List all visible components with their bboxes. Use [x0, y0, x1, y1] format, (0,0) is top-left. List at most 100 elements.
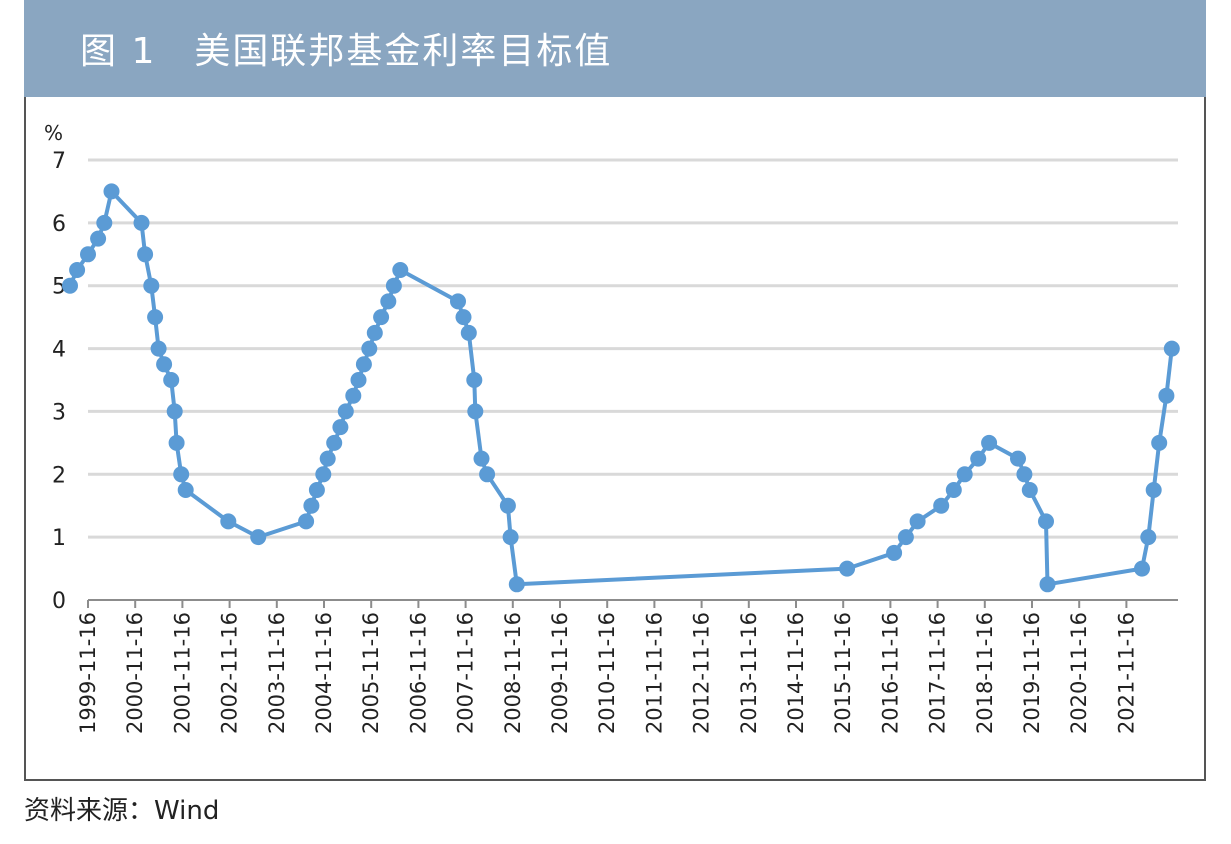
- rate-data-point: [315, 466, 332, 483]
- rate-data-point: [1021, 482, 1038, 498]
- rate-data-point: [970, 450, 987, 467]
- rate-data-point: [467, 403, 484, 420]
- rate-data-point: [168, 434, 185, 451]
- rate-data-point: [1016, 466, 1033, 483]
- figure-title: 图 1 美国联邦基金利率目标值: [80, 31, 613, 72]
- y-tick-label: 7: [52, 149, 66, 174]
- x-tick-label: 2003-11-16: [265, 612, 289, 734]
- rate-data-point: [1151, 434, 1168, 451]
- rate-data-point: [90, 230, 107, 247]
- rate-data-point: [173, 466, 190, 483]
- rate-data-point: [1038, 513, 1054, 530]
- x-tick-label: 2001-11-16: [170, 612, 194, 734]
- rate-data-point: [133, 214, 150, 231]
- x-tick-label: 2012-11-16: [690, 612, 714, 734]
- x-tick-label: 2010-11-16: [595, 612, 619, 734]
- rate-data-point: [909, 513, 926, 530]
- fed-funds-rate-chart: 0 1 2 3 4 5 6 7% 1999-11-16 2000-11-16 2001-11-16 2…: [44, 121, 1180, 734]
- rate-data-point: [479, 466, 496, 483]
- y-axis-unit-label: %: [44, 121, 63, 145]
- rate-data-point: [508, 576, 525, 593]
- x-tick-label: 2004-11-16: [312, 612, 336, 734]
- title-bar: 图 1 美国联邦基金利率目标值: [24, 0, 1206, 97]
- rate-data-point: [220, 513, 237, 530]
- rate-data-point: [450, 293, 466, 310]
- x-tick-label: 2014-11-16: [784, 612, 808, 734]
- rate-data-point: [250, 529, 267, 546]
- x-tick-label: 2013-11-16: [737, 612, 761, 734]
- rate-data-point: [326, 434, 343, 451]
- y-tick-label: 2: [52, 463, 66, 488]
- y-tick-label: 5: [52, 275, 66, 300]
- rate-data-point: [332, 419, 349, 436]
- x-tick-label: 2011-11-16: [642, 612, 666, 734]
- rate-data-point: [96, 214, 113, 231]
- chart-frame: 0 1 2 3 4 5 6 7% 1999-11-16 2000-11-16 2001-11-16 2…: [24, 97, 1206, 781]
- x-tick-label: 2002-11-16: [218, 612, 242, 734]
- rate-data-point: [499, 497, 516, 514]
- rate-data-point: [177, 482, 194, 498]
- rate-data-point: [298, 513, 315, 530]
- rate-data-point: [466, 372, 483, 388]
- y-tick-label: 0: [52, 589, 66, 614]
- rate-data-point: [502, 529, 519, 546]
- rate-data-point: [69, 262, 86, 278]
- rate-data-point: [103, 183, 120, 200]
- rate-data-point: [839, 560, 856, 577]
- x-tick-label: 2006-11-16: [406, 612, 430, 734]
- rate-data-point: [981, 434, 998, 451]
- rate-data-point: [361, 340, 378, 357]
- x-tick-label: 1999-11-16: [76, 612, 100, 734]
- x-tick-label: 2019-11-16: [1020, 612, 1044, 734]
- rate-data-point: [366, 324, 383, 341]
- rate-data-point: [1158, 387, 1175, 404]
- rate-data-point: [956, 466, 973, 483]
- rate-data-point: [897, 529, 914, 546]
- rate-data-point: [455, 309, 472, 326]
- rate-data-point: [886, 544, 903, 561]
- x-tick-label: 2009-11-16: [548, 612, 572, 734]
- rate-data-point: [163, 372, 180, 388]
- rate-data-point: [147, 309, 164, 326]
- rate-data-point: [380, 293, 397, 310]
- y-tick-label: 4: [52, 338, 66, 363]
- x-tick-label: 2015-11-16: [831, 612, 855, 734]
- rate-data-point: [350, 372, 367, 388]
- x-tick-label: 2008-11-16: [501, 612, 525, 734]
- y-tick-label: 6: [52, 212, 66, 237]
- rate-data-point: [1039, 576, 1056, 593]
- rate-data-point: [385, 277, 402, 294]
- y-tick-label: 1: [52, 526, 66, 551]
- x-tick-label: 2021-11-16: [1114, 612, 1138, 734]
- x-tick-label: 2007-11-16: [454, 612, 478, 734]
- rate-data-point: [137, 246, 154, 263]
- rate-data-point: [308, 482, 325, 498]
- rate-data-point: [933, 497, 950, 514]
- x-tick-label: 2017-11-16: [926, 612, 950, 734]
- x-tick-label: 2005-11-16: [359, 612, 383, 734]
- rate-data-point: [945, 482, 962, 498]
- rate-data-point: [1145, 482, 1162, 498]
- rate-data-point: [1163, 340, 1180, 357]
- rate-data-point: [80, 246, 96, 263]
- rate-data-point: [337, 403, 354, 420]
- x-tick-label: 2000-11-16: [123, 612, 147, 734]
- rate-data-point: [473, 450, 490, 467]
- rate-data-point: [1140, 529, 1157, 546]
- x-tick-label: 2018-11-16: [973, 612, 997, 734]
- source-note: 资料来源：Wind: [24, 796, 220, 826]
- rate-data-point: [166, 403, 183, 420]
- rate-data-point: [143, 277, 160, 294]
- x-tick-label: 2020-11-16: [1067, 612, 1091, 734]
- rate-data-point: [355, 356, 372, 373]
- rate-data-point: [150, 340, 167, 357]
- y-tick-label: 3: [52, 400, 66, 425]
- rate-data-point: [1134, 560, 1150, 577]
- x-tick-label: 2016-11-16: [878, 612, 902, 734]
- rate-data-point: [303, 497, 320, 514]
- rate-data-point: [345, 387, 362, 404]
- rate-data-point: [1010, 450, 1026, 467]
- rate-data-point: [460, 324, 477, 341]
- rate-data-point: [319, 450, 336, 467]
- rate-data-point: [373, 309, 390, 326]
